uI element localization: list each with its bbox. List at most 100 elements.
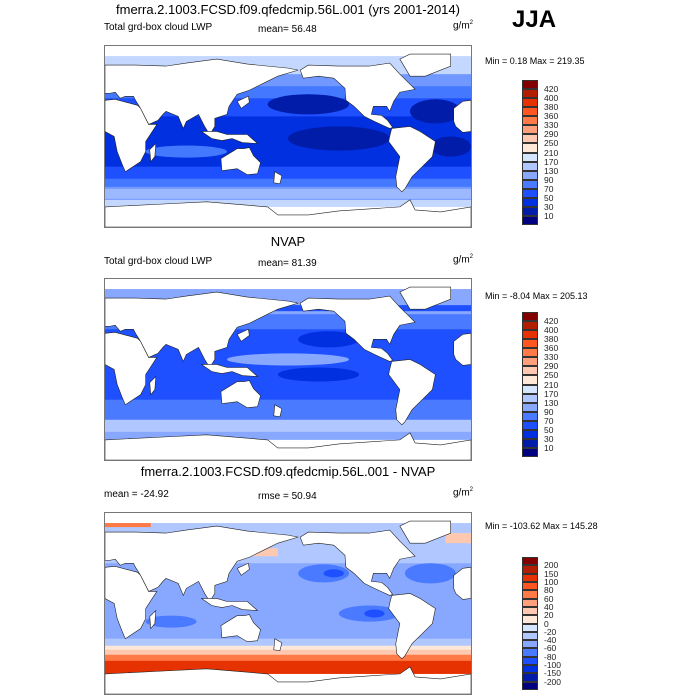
contour-field [105, 419, 471, 432]
continent-outline [202, 364, 258, 376]
colorbar-box [522, 375, 538, 385]
colorbar-box [522, 557, 538, 566]
colorbar-tick-label: -200 [544, 676, 562, 687]
colorbar-box [522, 420, 538, 430]
continent-outline [105, 200, 471, 227]
colorbar-box [522, 640, 538, 649]
map-canvas [105, 46, 471, 227]
colorbar [522, 80, 538, 225]
colorbar-tick-label: 80 [544, 585, 554, 596]
colorbar-tick-label: 90 [544, 406, 554, 417]
colorbar-tick-label: -100 [544, 660, 562, 671]
continent-outline [221, 615, 261, 642]
panel-left-label: Total grd-box cloud LWP [104, 22, 213, 33]
colorbar-box [522, 348, 538, 358]
colorbar-box [522, 623, 538, 632]
colorbar-box [522, 606, 538, 616]
map-diff [104, 512, 472, 695]
map-canvas [105, 279, 471, 460]
continent-outline [389, 359, 436, 424]
colorbar-box [522, 339, 538, 349]
colorbar-tick-label: 290 [544, 361, 559, 372]
colorbar-box [522, 89, 538, 99]
colorbar-tick-label: 330 [544, 352, 559, 363]
colorbar-box [522, 107, 538, 117]
colorbar-box [522, 161, 538, 171]
colorbar-box [522, 673, 538, 682]
continent-outline [150, 377, 156, 395]
units-exponent: 2 [469, 254, 474, 260]
continent-outline [300, 296, 415, 361]
colorbar-box [522, 330, 538, 340]
colorbar-tick-label: 200 [544, 560, 559, 571]
min-max-label: Min = 0.18 Max = 219.35 [485, 56, 585, 66]
colorbar-box [522, 125, 538, 135]
colorbar-box [522, 366, 538, 376]
continent-outline [300, 63, 415, 128]
contour-field [323, 569, 344, 578]
contour-field [145, 145, 227, 158]
colorbar-tick-label: 30 [544, 201, 554, 212]
colorbar-tick-label: 330 [544, 120, 559, 131]
units-text: g/m [453, 254, 470, 266]
contour-field [288, 126, 390, 151]
contour-field [364, 609, 385, 618]
panel-title: fmerra.2.1003.FCSD.f09.qfedcmip.56L.001 … [116, 2, 460, 17]
colorbar-box [522, 615, 538, 624]
colorbar-tick-label: 0 [544, 618, 549, 629]
colorbar-box [522, 393, 538, 403]
colorbar-tick-label: 10 [544, 210, 554, 221]
continent-outline [105, 667, 471, 694]
contour-field [410, 99, 461, 124]
colorbar-tick-label: -80 [544, 651, 557, 662]
colorbar-tick-label: 400 [544, 325, 559, 336]
colorbar-tick-label: 170 [544, 156, 559, 167]
colorbar-box [522, 648, 538, 657]
colorbar-box [522, 384, 538, 394]
colorbar-box [522, 170, 538, 180]
continent-outline [237, 96, 249, 108]
continent-outline [274, 639, 282, 651]
min-max-label: Min = -8.04 Max = 205.13 [485, 291, 588, 301]
colorbar-box [522, 438, 538, 448]
colorbar-tick-label: -40 [544, 635, 557, 646]
continent-outline [105, 332, 157, 404]
continent-outline [150, 611, 156, 629]
colorbar-box [522, 411, 538, 421]
panel-title: NVAP [270, 234, 306, 249]
continent-outline [237, 329, 249, 341]
colorbar-tick-label: 210 [544, 379, 559, 390]
colorbar-box [522, 447, 538, 457]
continent-outline [221, 148, 261, 175]
map-obs [104, 278, 472, 461]
panel-center-label: mean= 81.39 [258, 258, 317, 269]
colorbar-tick-label: 50 [544, 424, 554, 435]
continent-outline [150, 144, 156, 162]
continent-outline [202, 131, 258, 143]
continent-outline [274, 405, 282, 417]
colorbar-box [522, 665, 538, 674]
units-label: g/m2 [453, 487, 473, 498]
min-max-label: Min = -103.62 Max = 145.28 [485, 521, 598, 531]
colorbar-tick-label: 50 [544, 192, 554, 203]
colorbar-tick-label: 420 [544, 84, 559, 95]
colorbar-box [522, 573, 538, 582]
colorbar-box [522, 188, 538, 198]
colorbar-box [522, 143, 538, 153]
units-label: g/m2 [453, 20, 473, 31]
colorbar-box [522, 98, 538, 108]
colorbar-tick-label: 40 [544, 601, 554, 612]
colorbar-box [522, 565, 538, 574]
continent-outline [274, 172, 282, 184]
contour-field [145, 615, 197, 628]
colorbar-tick-label: 380 [544, 334, 559, 345]
colorbar-box [522, 631, 538, 641]
colorbar-tick-label: 10 [544, 442, 554, 453]
colorbar [522, 557, 538, 690]
continent-outline [400, 287, 451, 309]
panel-left-label: Total grd-box cloud LWP [104, 256, 213, 267]
colorbar-tick-label: 130 [544, 165, 559, 176]
colorbar-box [522, 116, 538, 126]
colorbar-tick-label: 90 [544, 174, 554, 185]
colorbar-tick-label: 100 [544, 576, 559, 587]
